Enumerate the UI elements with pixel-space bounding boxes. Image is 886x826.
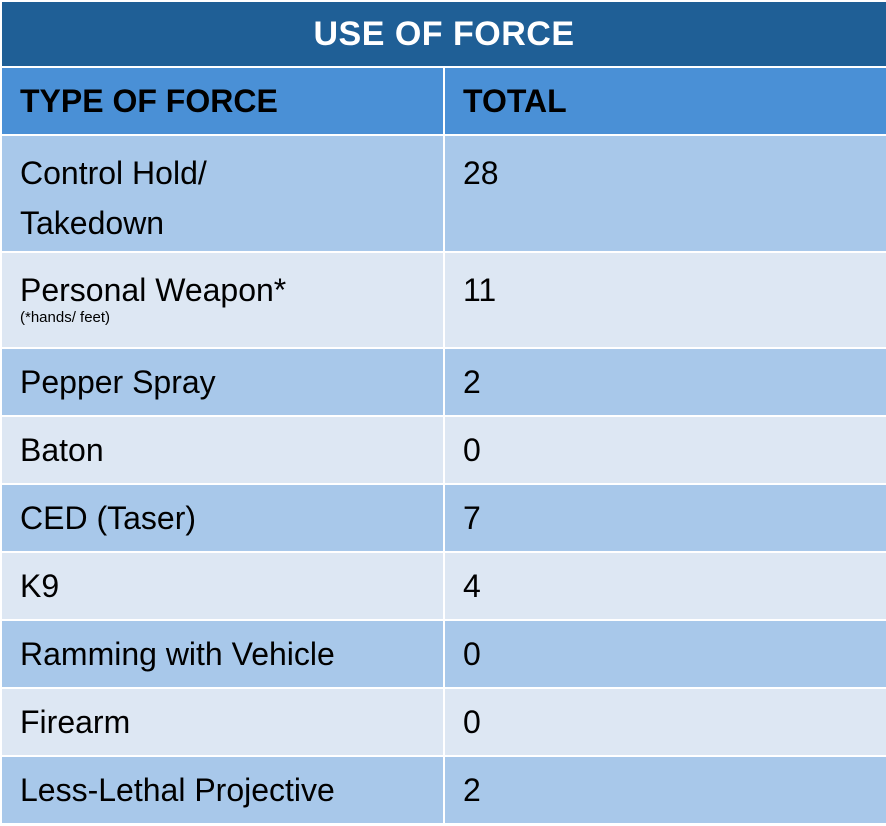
type-label: CED (Taser) — [20, 500, 197, 536]
type-note: (*hands/ feet) — [20, 309, 111, 326]
table-title: USE OF FORCE — [0, 0, 886, 68]
total-cell: 2 — [443, 755, 886, 825]
total-value: 28 — [463, 155, 499, 191]
title-row: USE OF FORCE — [0, 0, 886, 68]
total-value: 0 — [463, 432, 481, 468]
type-label: Baton — [20, 432, 104, 468]
type-label: Pepper Spray — [20, 364, 216, 400]
table-row: Personal Weapon* (*hands/ feet) 11 — [0, 251, 886, 349]
total-value: 0 — [463, 704, 481, 740]
type-cell: Ramming with Vehicle — [0, 619, 445, 689]
total-cell: 28 — [443, 134, 886, 253]
type-cell: Control Hold/ Takedown — [0, 134, 445, 253]
type-label-line2: Takedown — [20, 205, 165, 241]
type-cell: Pepper Spray — [0, 347, 445, 417]
total-cell: 7 — [443, 483, 886, 553]
total-cell: 0 — [443, 687, 886, 757]
type-cell: K9 — [0, 551, 445, 621]
table-row: Less-Lethal Projective 2 — [0, 755, 886, 825]
table-row: Ramming with Vehicle 0 — [0, 619, 886, 689]
total-cell: 0 — [443, 619, 886, 689]
type-cell: Firearm — [0, 687, 445, 757]
total-value: 2 — [463, 364, 481, 400]
total-value: 4 — [463, 568, 481, 604]
table-row: Control Hold/ Takedown 28 — [0, 134, 886, 253]
type-label: Control Hold/ — [20, 155, 207, 191]
type-label: Firearm — [20, 704, 131, 740]
total-value: 11 — [463, 272, 497, 308]
table-row: Baton 0 — [0, 415, 886, 485]
type-cell: Less-Lethal Projective — [0, 755, 445, 825]
total-value: 0 — [463, 636, 481, 672]
total-cell: 11 — [443, 251, 886, 349]
type-cell: CED (Taser) — [0, 483, 445, 553]
total-value: 7 — [463, 500, 481, 536]
header-total: TOTAL — [443, 66, 886, 136]
table-row: Firearm 0 — [0, 687, 886, 757]
type-label: Ramming with Vehicle — [20, 636, 335, 672]
type-cell: Personal Weapon* (*hands/ feet) — [0, 251, 445, 349]
type-label: K9 — [20, 568, 60, 604]
total-cell: 0 — [443, 415, 886, 485]
header-type-of-force: TYPE OF FORCE — [0, 66, 445, 136]
total-value: 2 — [463, 772, 481, 808]
type-cell: Baton — [0, 415, 445, 485]
total-cell: 2 — [443, 347, 886, 417]
total-cell: 4 — [443, 551, 886, 621]
type-label: Personal Weapon* — [20, 272, 287, 308]
header-row: TYPE OF FORCE TOTAL — [0, 66, 886, 136]
table-row: K9 4 — [0, 551, 886, 621]
table-row: CED (Taser) 7 — [0, 483, 886, 553]
type-label: Less-Lethal Projective — [20, 772, 335, 808]
table-row: Pepper Spray 2 — [0, 347, 886, 417]
